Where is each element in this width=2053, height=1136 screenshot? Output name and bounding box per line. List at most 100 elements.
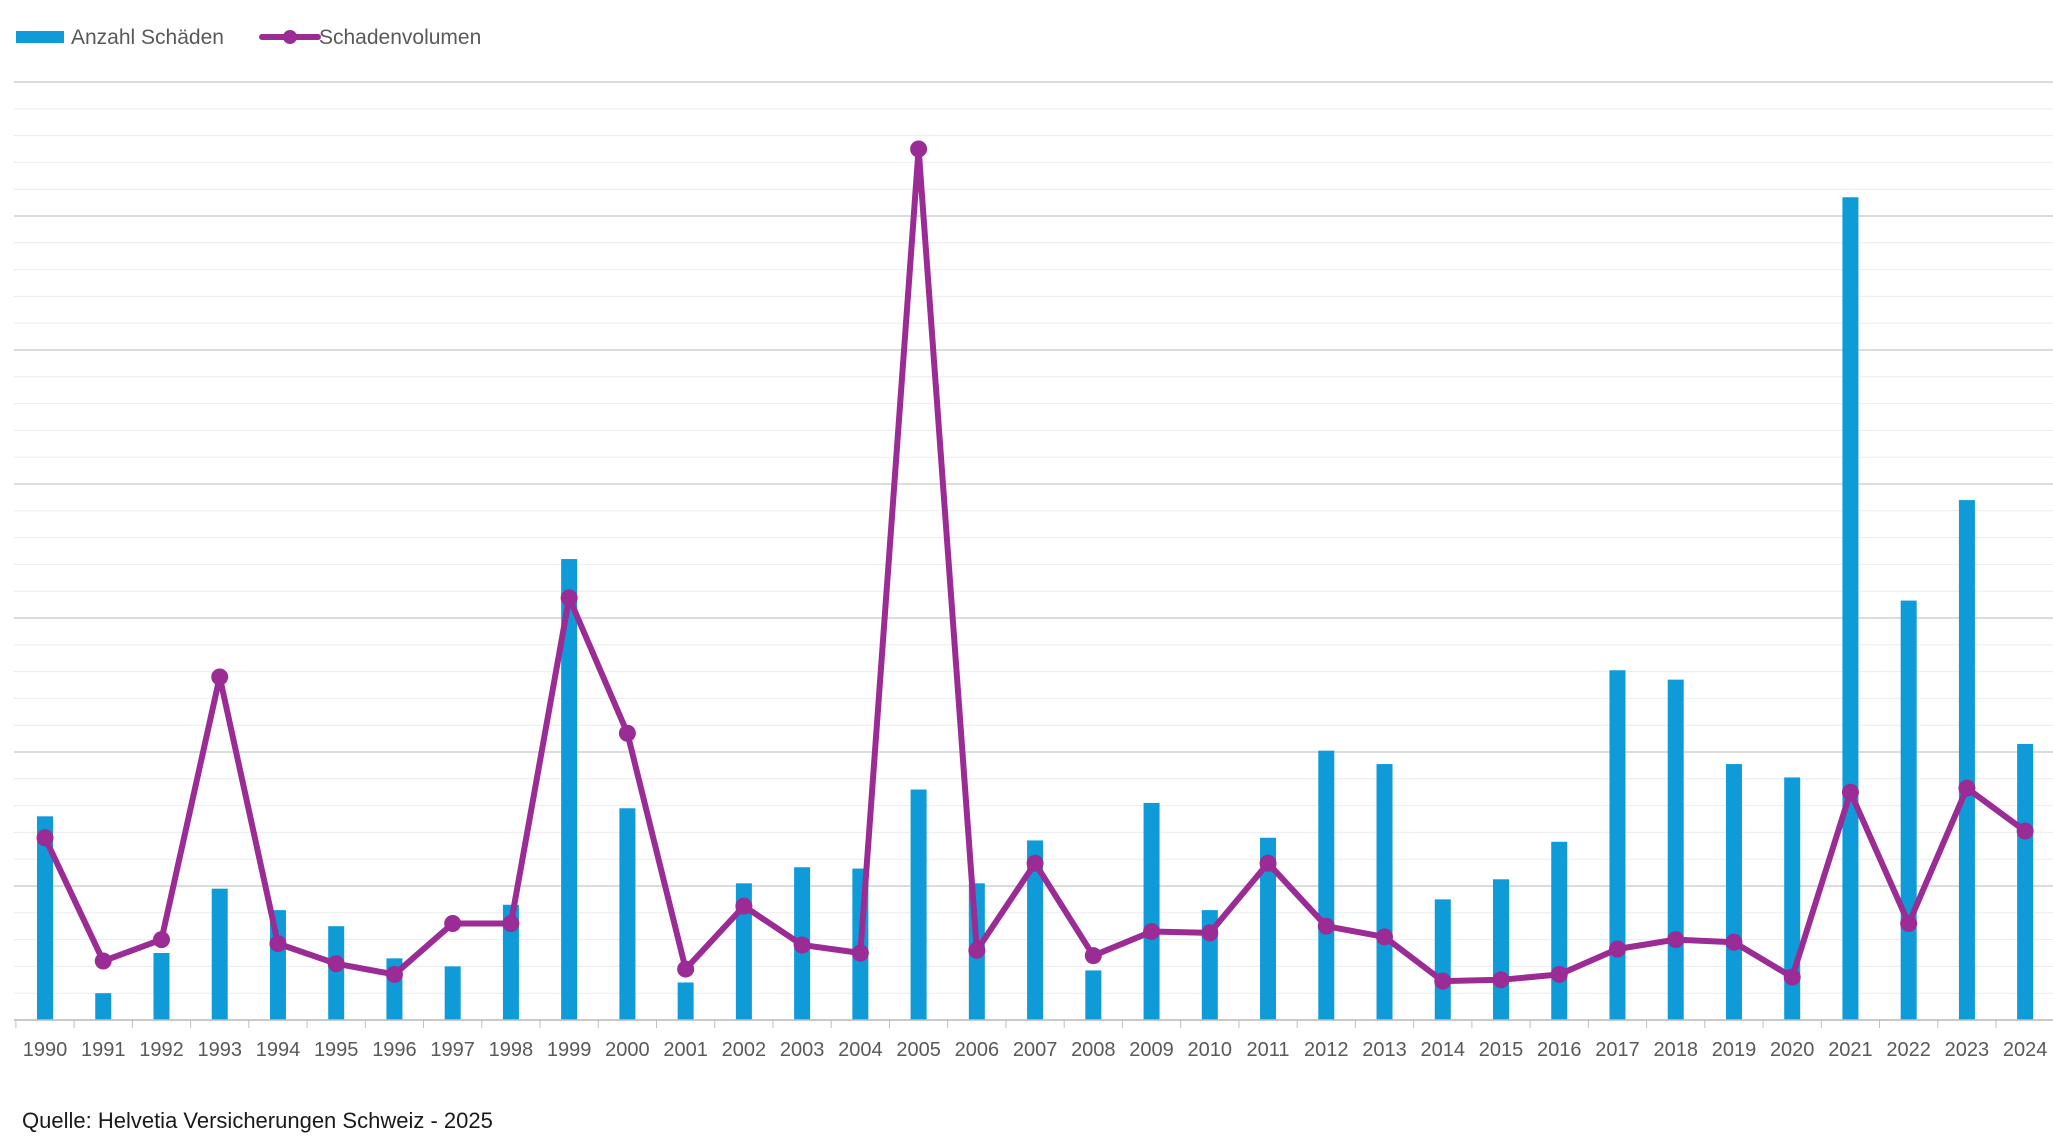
bar-2024 (2017, 743, 2034, 1020)
x-label-2019: 2019 (1712, 1039, 1757, 1061)
line-point-2023 (1958, 779, 1976, 797)
x-label-1997: 1997 (430, 1039, 475, 1061)
bar-2002 (735, 883, 752, 1020)
x-label-2004: 2004 (838, 1039, 883, 1061)
line-point-2018 (1667, 931, 1685, 949)
line-point-2015 (1492, 971, 1510, 989)
x-label-1991: 1991 (81, 1039, 126, 1061)
legend: Anzahl Schäden Schadenvolumen (16, 26, 481, 49)
x-label-2023: 2023 (1945, 1039, 1990, 1061)
x-label-2015: 2015 (1479, 1039, 1524, 1061)
legend-line-marker (283, 30, 297, 44)
bar-2000 (619, 808, 636, 1020)
x-label-2024: 2024 (2003, 1039, 2048, 1061)
x-label-2001: 2001 (663, 1039, 708, 1061)
x-label-2017: 2017 (1595, 1039, 1640, 1061)
x-label-2011: 2011 (1247, 1039, 1290, 1061)
line-point-2013 (1376, 928, 1394, 946)
gridlines (14, 81, 2053, 1021)
bar-2015 (1493, 879, 1509, 1020)
bar-1990 (37, 816, 53, 1020)
bar-1991 (95, 993, 112, 1020)
bar-2019 (1725, 764, 1742, 1020)
line-point-2006 (968, 941, 986, 959)
x-label-2010: 2010 (1188, 1039, 1233, 1061)
x-axis-ticks (15, 1020, 1997, 1028)
x-label-2009: 2009 (1129, 1039, 1174, 1061)
x-label-2020: 2020 (1770, 1039, 1815, 1061)
line-point-1995 (327, 955, 345, 973)
line-point-2009 (1143, 923, 1161, 941)
bar-1992 (153, 953, 170, 1020)
line-point-2011 (1259, 854, 1277, 872)
x-label-2002: 2002 (722, 1039, 767, 1061)
line-point-2014 (1434, 972, 1452, 990)
bar-1999 (561, 559, 578, 1020)
bar-1995 (328, 926, 345, 1020)
x-label-1996: 1996 (372, 1039, 417, 1061)
x-label-2018: 2018 (1653, 1039, 1698, 1061)
x-axis-labels: 1990 1991 1992 1993 1994 1995 1996 1997 1998 1999… (23, 1039, 2048, 1061)
line-series (36, 140, 2034, 990)
x-label-2013: 2013 (1362, 1039, 1407, 1061)
bar-2009 (1143, 802, 1160, 1020)
line-point-2022 (1900, 915, 1918, 933)
x-label-1990: 1990 (23, 1039, 68, 1061)
bar-2001 (677, 982, 694, 1020)
x-label-1994: 1994 (256, 1039, 301, 1061)
bar-2012 (1318, 750, 1335, 1020)
bar-2013 (1376, 764, 1393, 1020)
line-point-2016 (1550, 965, 1568, 983)
x-label-2016: 2016 (1537, 1039, 1582, 1061)
bar-2018 (1667, 679, 1684, 1020)
source-note: Quelle: Helvetia Versicherungen Schweiz … (22, 1108, 493, 1133)
line-point-2024 (2016, 822, 2034, 840)
x-label-1995: 1995 (314, 1039, 359, 1061)
x-label-2000: 2000 (605, 1039, 650, 1061)
line-point-1992 (152, 931, 170, 949)
bar-2023 (1958, 500, 1975, 1021)
line-point-1998 (502, 915, 520, 933)
bar-2008 (1085, 970, 1102, 1020)
legend-bars-swatch (16, 31, 64, 43)
x-label-2003: 2003 (780, 1039, 825, 1061)
bar-2007 (1027, 840, 1044, 1020)
line-point-1999 (560, 589, 578, 607)
bar-2011 (1260, 837, 1277, 1020)
bar-2021 (1842, 197, 1859, 1021)
line-point-1990 (36, 829, 54, 847)
line-point-2003 (793, 936, 811, 954)
line-point-2000 (618, 724, 636, 742)
x-label-1998: 1998 (489, 1039, 534, 1061)
bar-2005 (910, 789, 927, 1020)
x-label-2006: 2006 (955, 1039, 1000, 1061)
line-point-2005 (910, 140, 928, 158)
bar-1993 (211, 888, 228, 1020)
line-point-2021 (1841, 783, 1859, 801)
legend-bars-label: Anzahl Schäden (71, 26, 224, 49)
bar-2022 (1900, 600, 1917, 1020)
bar-1998 (502, 904, 519, 1020)
x-label-2014: 2014 (1421, 1039, 1466, 1061)
line-point-2010 (1201, 924, 1219, 942)
x-label-2005: 2005 (896, 1039, 941, 1061)
x-label-2022: 2022 (1886, 1039, 1931, 1061)
line-point-1991 (94, 952, 112, 970)
bar-2017 (1609, 670, 1626, 1020)
x-label-2008: 2008 (1071, 1039, 1116, 1061)
line-point-2004 (851, 944, 869, 962)
bar-series (37, 197, 2034, 1021)
line-point-1993 (211, 668, 229, 686)
line-point-1996 (385, 965, 403, 983)
line-point-2001 (677, 960, 695, 978)
line-point-2020 (1783, 968, 1801, 986)
line-point-2017 (1608, 940, 1626, 958)
line-point-2019 (1725, 933, 1743, 951)
line-point-2007 (1026, 854, 1044, 872)
line-point-2002 (735, 897, 753, 915)
x-label-1992: 1992 (139, 1039, 184, 1061)
line-point-2012 (1317, 917, 1335, 935)
x-label-2007: 2007 (1013, 1039, 1058, 1061)
line-point-1997 (444, 915, 462, 933)
